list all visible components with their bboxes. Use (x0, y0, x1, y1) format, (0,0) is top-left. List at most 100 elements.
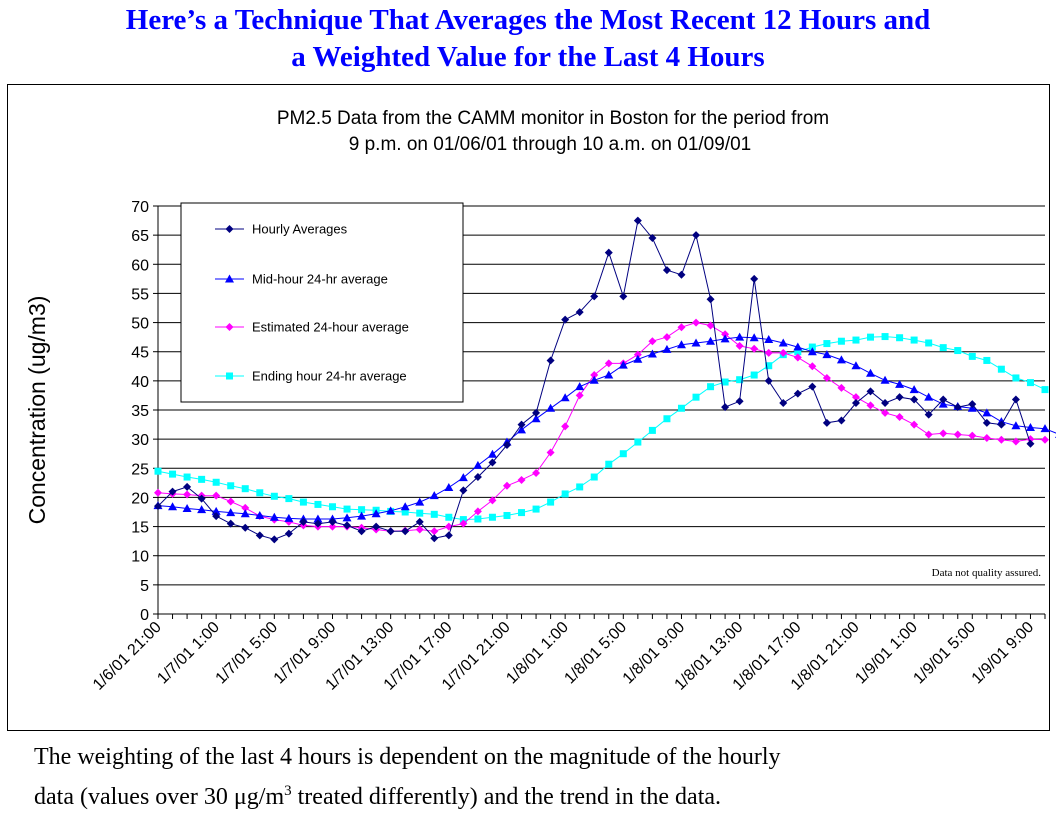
data-point (983, 356, 991, 364)
data-point (503, 511, 511, 519)
data-point (154, 488, 162, 497)
data-point (212, 512, 221, 521)
y-tick-label-35: 35 (131, 403, 149, 420)
data-point (429, 491, 439, 500)
data-point (953, 403, 962, 412)
data-point (837, 337, 845, 345)
data-point (226, 508, 236, 517)
data-point (444, 531, 453, 540)
data-point (764, 348, 773, 357)
data-point (1041, 435, 1049, 444)
data-point (502, 481, 511, 490)
data-point (169, 470, 177, 478)
data-point (416, 509, 424, 517)
data-point (866, 387, 875, 396)
caption-text-c: treated differently) and the trend in th… (291, 784, 722, 810)
data-point (691, 338, 701, 347)
data-point (502, 440, 511, 449)
data-point (910, 395, 919, 404)
data-point (851, 393, 860, 402)
data-point (474, 515, 482, 523)
data-point (386, 527, 395, 536)
data-point (648, 337, 657, 346)
legend-label-1: Mid-hour 24-hr average (252, 272, 388, 287)
data-point (676, 340, 686, 349)
data-point (968, 431, 977, 440)
data-point (227, 482, 235, 490)
data-point (808, 343, 816, 351)
data-point (590, 371, 599, 380)
data-point (924, 410, 933, 419)
y-tick-label-45: 45 (131, 345, 149, 362)
data-point (938, 399, 948, 408)
data-point (997, 365, 1005, 373)
data-point (256, 489, 264, 497)
y-tick-label-20: 20 (131, 490, 149, 507)
y-axis-label: Concentration (ug/m3) (24, 296, 50, 525)
data-point (328, 503, 336, 511)
data-point (779, 348, 788, 357)
data-point (328, 522, 337, 531)
data-point (765, 362, 773, 370)
data-point (299, 498, 307, 506)
chart-title-line-2: 9 p.m. on 01/06/01 through 10 a.m. on 01… (349, 134, 751, 155)
data-point (706, 321, 715, 330)
data-point (735, 341, 744, 350)
data-point (662, 266, 671, 275)
legend-label-3: Ending hour 24-hr average (252, 369, 407, 384)
data-point (881, 333, 889, 341)
data-point (663, 415, 671, 423)
slide-title-line-2: a Weighted Value for the Last 4 Hours (291, 41, 765, 73)
data-point (618, 360, 628, 369)
data-point (925, 339, 933, 347)
caption-text-a: data (values over 30 (34, 784, 234, 810)
legend: Hourly Averages Mid-hour 24-hr average Est… (180, 202, 464, 403)
data-point (939, 395, 948, 404)
data-point (1026, 439, 1035, 448)
data-point (590, 292, 599, 301)
data-point (794, 348, 802, 356)
data-point (764, 334, 774, 343)
data-point (488, 513, 496, 521)
data-point (270, 535, 279, 544)
data-point (604, 359, 613, 368)
data-point (881, 399, 890, 408)
data-point (299, 517, 308, 526)
data-point (241, 523, 250, 532)
data-point (924, 392, 934, 401)
data-point (822, 373, 831, 382)
data-point (968, 352, 976, 360)
data-point (706, 295, 715, 304)
caption-line-2: data (values over 30 μg/m3 treated diffe… (34, 774, 1029, 814)
data-point (924, 430, 933, 439)
data-point (532, 505, 540, 513)
legend-label-0: Hourly Averages (252, 222, 348, 237)
data-point (982, 433, 991, 442)
data-point (866, 401, 875, 410)
data-point (561, 315, 570, 324)
caption-line-1: The weighting of the last 4 hours is dep… (34, 744, 781, 770)
data-point (707, 383, 715, 391)
x-tick-label: 1/8/01 1:00 (503, 619, 572, 688)
data-point (1025, 422, 1035, 431)
y-tick-label-65: 65 (131, 228, 149, 245)
data-point (430, 527, 439, 536)
data-point (851, 399, 860, 408)
data-point (343, 521, 352, 530)
data-point (575, 391, 584, 400)
data-point (692, 231, 701, 240)
data-point (619, 292, 628, 301)
data-point (284, 513, 294, 522)
data-point (633, 350, 642, 359)
data-point (531, 414, 541, 423)
data-point (197, 494, 206, 503)
slide-title: Here’s a Technique That Averages the Mos… (0, 2, 1056, 76)
data-point (358, 506, 366, 514)
data-point (430, 510, 438, 518)
y-tick-label-60: 60 (131, 257, 149, 274)
data-point (721, 403, 730, 412)
data-point (473, 507, 482, 516)
data-point (895, 412, 904, 421)
data-point (240, 509, 250, 518)
